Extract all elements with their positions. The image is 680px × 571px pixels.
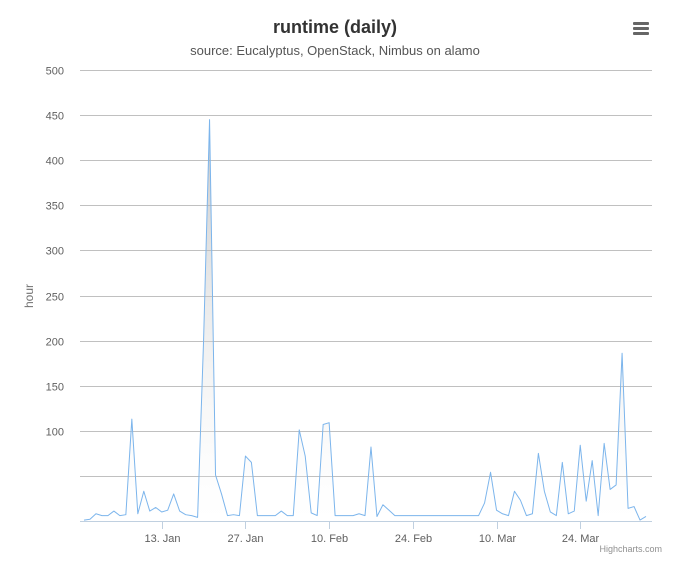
hamburger-menu-icon (633, 32, 649, 35)
grid-lines (80, 70, 652, 477)
y-tick-label: 350 (46, 201, 64, 213)
y-axis: 100 150 200 250 300 350 400 450 500 (46, 66, 64, 439)
series-area (83, 119, 647, 522)
x-axis: 13. Jan 27. Jan 10. Feb 24. Feb 10. Mar 24. M… (80, 521, 652, 545)
y-tick-label: 250 (46, 292, 64, 304)
x-tick-label: 27. Jan (227, 533, 263, 545)
chart-subtitle: source: Eucalyptus, OpenStack, Nimbus on… (190, 43, 480, 58)
x-tick-label: 24. Feb (395, 533, 432, 545)
series-area-fill (84, 119, 646, 522)
chart-menu-button[interactable] (628, 16, 654, 42)
y-axis-title: hour (22, 284, 36, 308)
credits-link[interactable]: Highcharts.com (599, 544, 662, 554)
x-tick-label: 13. Jan (144, 533, 180, 545)
hamburger-menu-icon (633, 22, 649, 25)
y-tick-label: 300 (46, 246, 64, 258)
y-tick-label: 500 (46, 66, 64, 78)
series-line (83, 119, 647, 521)
x-tick-label: 10. Mar (479, 533, 517, 545)
chart-title: runtime (daily) (273, 17, 397, 37)
y-tick-label: 100 (46, 427, 64, 439)
x-tick-label: 10. Feb (311, 533, 348, 545)
hamburger-menu-icon (633, 27, 649, 30)
x-tick-label: 24. Mar (562, 533, 600, 545)
y-tick-label: 200 (46, 337, 64, 349)
y-tick-label: 400 (46, 156, 64, 168)
y-tick-label: 150 (46, 382, 64, 394)
y-tick-label: 450 (46, 111, 64, 123)
